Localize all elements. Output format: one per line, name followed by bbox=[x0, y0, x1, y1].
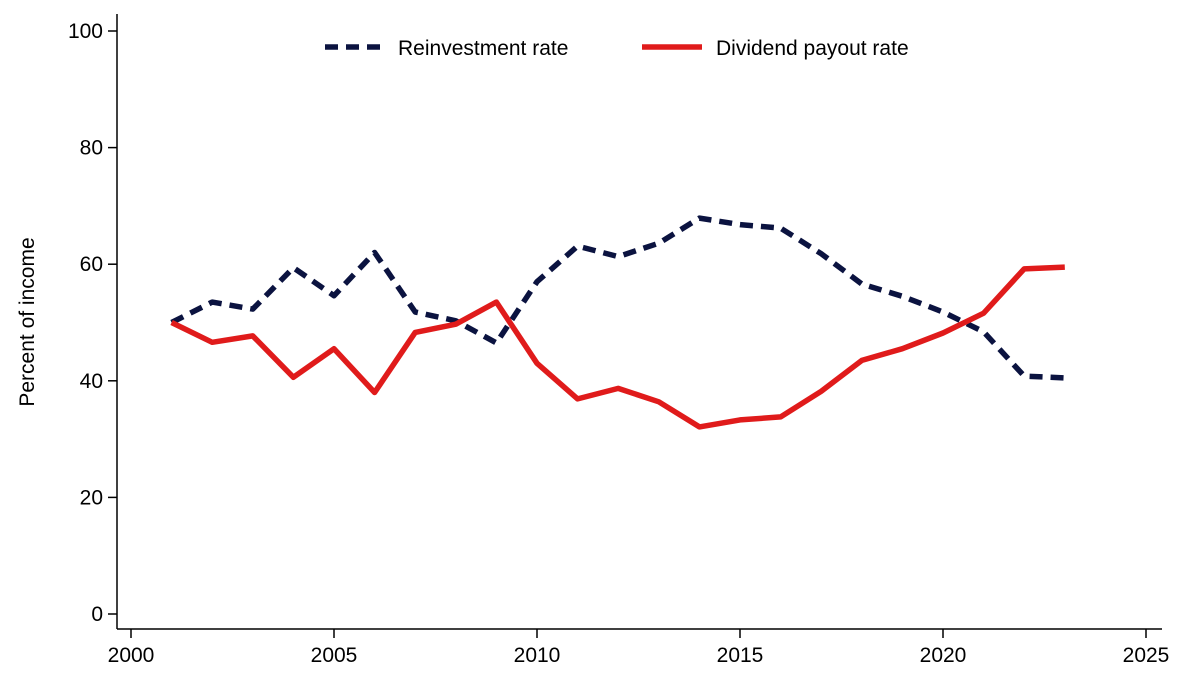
y-tick-label: 20 bbox=[80, 486, 103, 509]
y-axis-title: Percent of income bbox=[16, 237, 39, 406]
legend: Reinvestment rate Dividend payout rate bbox=[325, 37, 909, 60]
y-tick-label: 100 bbox=[68, 20, 103, 43]
y-ticks: 0 20 40 60 80 100 bbox=[68, 20, 117, 626]
x-ticks: 2000 2005 2010 2015 2020 2025 bbox=[108, 629, 1170, 667]
dividend-payout-rate-line bbox=[170, 264, 1065, 430]
x-tick-label: 2005 bbox=[311, 644, 358, 667]
y-tick-label: 80 bbox=[80, 137, 103, 160]
legend-label-dividend: Dividend payout rate bbox=[716, 37, 909, 60]
x-tick-label: 2025 bbox=[1123, 644, 1170, 667]
y-tick-label: 60 bbox=[80, 253, 103, 276]
y-tick-label: 40 bbox=[80, 370, 103, 393]
y-tick-label: 0 bbox=[91, 603, 103, 626]
legend-label-reinvestment: Reinvestment rate bbox=[398, 37, 568, 60]
series-lines bbox=[170, 215, 1065, 430]
axes bbox=[116, 14, 1162, 630]
x-tick-label: 2020 bbox=[920, 644, 967, 667]
reinvestment-rate-line bbox=[170, 215, 1065, 381]
x-tick-label: 2015 bbox=[717, 644, 764, 667]
x-tick-label: 2000 bbox=[108, 644, 155, 667]
x-tick-label: 2010 bbox=[514, 644, 561, 667]
